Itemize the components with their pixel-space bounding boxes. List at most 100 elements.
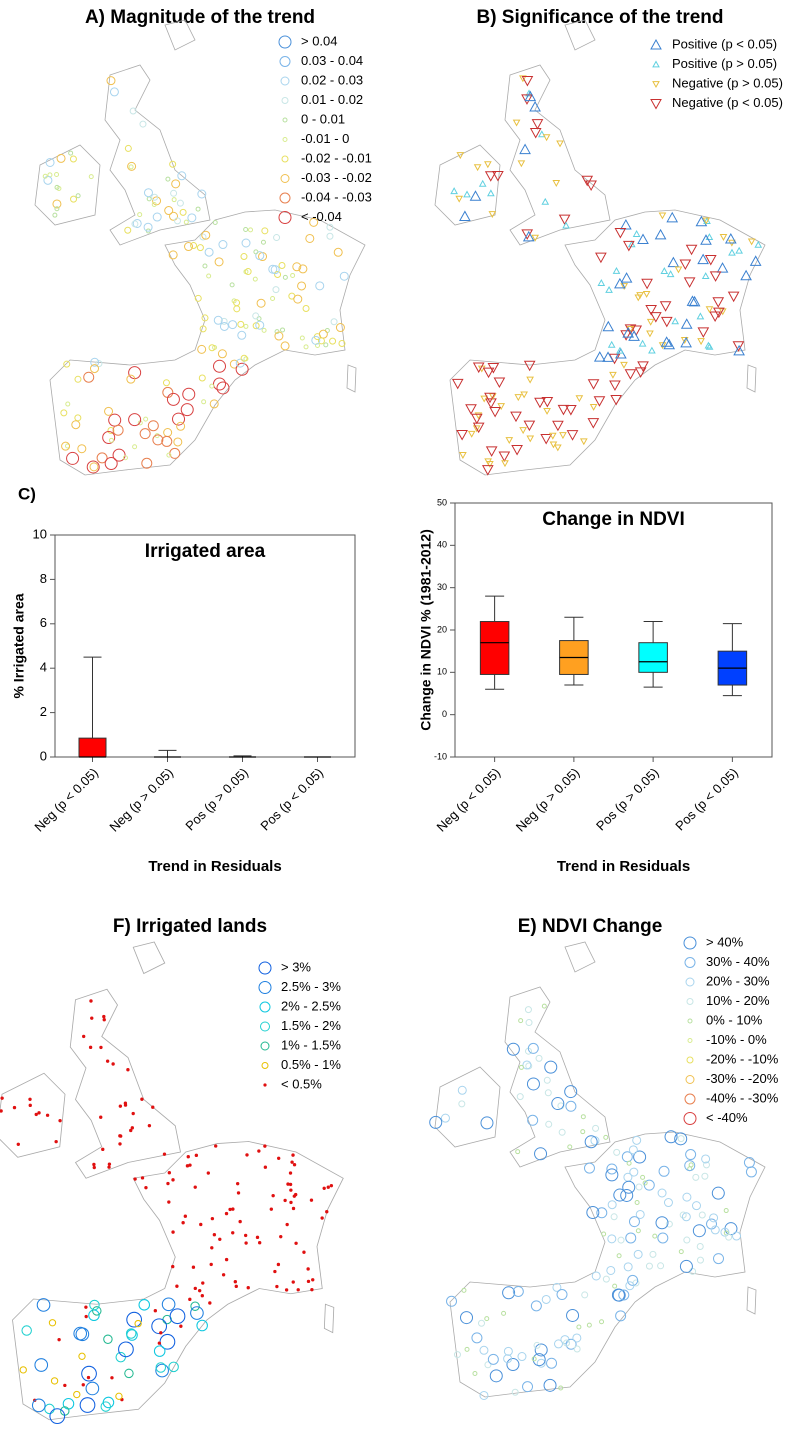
map-marker	[735, 246, 744, 254]
map-marker	[580, 1114, 586, 1120]
map-marker	[255, 251, 265, 261]
map-marker	[106, 76, 116, 86]
map-marker	[231, 1207, 235, 1211]
map-marker	[474, 412, 483, 420]
map-marker	[630, 325, 643, 337]
map-marker	[134, 1319, 142, 1328]
map-marker	[586, 1322, 592, 1328]
map-marker	[573, 1345, 581, 1353]
country-outline	[12, 1141, 344, 1421]
map-marker	[534, 397, 546, 409]
map-marker	[12, 1105, 17, 1110]
map-marker	[481, 465, 494, 476]
map-marker	[505, 437, 514, 445]
map-marker	[487, 1353, 499, 1365]
map-marker	[655, 1216, 669, 1230]
map-marker	[728, 248, 736, 256]
chart-title: Irrigated area	[145, 541, 266, 562]
country-outline	[746, 1286, 757, 1315]
map-marker	[166, 452, 172, 458]
map-marker	[493, 377, 506, 389]
map-marker	[256, 298, 266, 308]
map-marker	[457, 1085, 467, 1095]
legend-label: 30% - 40%	[706, 954, 770, 969]
map-marker	[243, 1233, 248, 1238]
map-marker	[216, 381, 230, 395]
map-marker	[527, 1042, 539, 1054]
map-marker	[179, 208, 187, 216]
map-marker	[209, 383, 215, 389]
map-marker	[171, 197, 177, 203]
map-marker	[745, 1166, 757, 1178]
map-marker	[127, 161, 137, 171]
map-marker	[208, 1301, 212, 1305]
map-marker	[213, 315, 223, 325]
map-marker	[329, 1183, 334, 1188]
map-marker	[697, 327, 710, 338]
map-marker	[534, 1343, 548, 1357]
legend-marker	[683, 936, 697, 950]
map-marker	[131, 1111, 135, 1116]
legend-marker	[686, 1056, 694, 1064]
y-tick-label: 4	[40, 660, 47, 675]
map-marker	[576, 1324, 582, 1330]
map-marker	[141, 457, 153, 469]
map-marker	[469, 190, 482, 201]
map-marker	[659, 301, 672, 312]
map-marker	[446, 1295, 458, 1307]
map-marker	[109, 87, 119, 97]
y-tick-label: 50	[437, 497, 447, 507]
country-outline	[564, 941, 596, 973]
map-marker	[194, 1153, 199, 1158]
y-axis-label: Change in NDVI % (1981-2012)	[418, 529, 434, 731]
map-marker	[543, 1076, 551, 1084]
map-marker	[522, 1060, 532, 1070]
map-marker	[140, 1176, 145, 1180]
map-marker	[620, 219, 632, 230]
map-marker	[520, 391, 528, 399]
map-marker	[218, 240, 228, 250]
map-marker	[616, 1253, 622, 1259]
map-marker	[284, 1288, 289, 1292]
legend-marker	[684, 957, 696, 968]
map-marker	[429, 1115, 443, 1129]
map-marker	[188, 1163, 192, 1167]
map-marker	[485, 446, 498, 457]
map-marker	[309, 217, 319, 227]
map-marker	[188, 1297, 192, 1302]
map-marker	[649, 1250, 657, 1258]
map-marker	[671, 317, 680, 325]
map-marker	[315, 281, 325, 291]
map-marker	[253, 249, 259, 255]
map-marker	[175, 1284, 179, 1288]
map-marker	[209, 399, 219, 409]
map-marker	[124, 226, 132, 234]
map-marker	[749, 255, 762, 266]
map-marker	[632, 230, 641, 237]
map-marker	[512, 1285, 524, 1297]
country-outline	[323, 1303, 335, 1334]
country-outline	[434, 1066, 501, 1148]
legend-marker	[281, 97, 289, 104]
map-marker	[620, 330, 632, 341]
map-marker	[701, 272, 710, 280]
map-marker	[274, 331, 284, 341]
map-marker	[633, 1150, 647, 1164]
map-marker	[162, 386, 174, 398]
map-marker	[593, 351, 606, 362]
legend-label: 1.5% - 2%	[281, 1018, 341, 1033]
x-tick-label: Neg (p < 0.05)	[434, 765, 504, 835]
map-marker	[138, 1299, 151, 1311]
map-marker	[633, 1249, 643, 1259]
map-marker	[511, 445, 523, 456]
map-marker	[541, 1294, 551, 1304]
map-marker	[620, 272, 633, 283]
map-marker	[263, 1165, 268, 1169]
map-marker	[273, 234, 281, 242]
y-tick-label: 8	[40, 571, 47, 586]
map-marker	[236, 1191, 241, 1195]
panel-label: C)	[18, 484, 36, 503]
map-marker	[323, 342, 329, 348]
map-marker	[518, 1018, 524, 1024]
map-marker	[640, 1174, 646, 1180]
